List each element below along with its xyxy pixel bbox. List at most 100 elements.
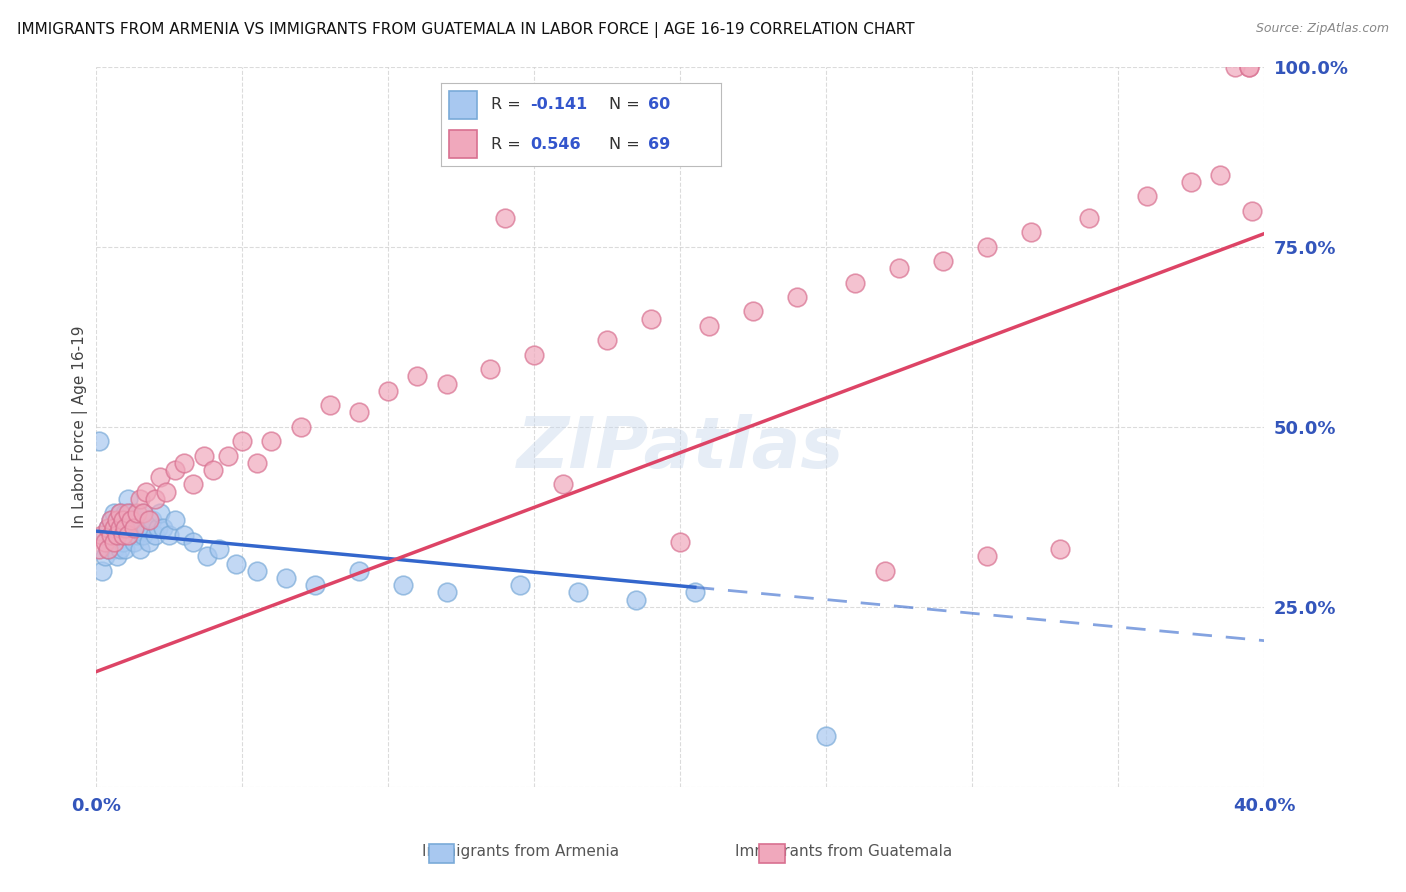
Point (105, 535, 128, 549)
Point (193, 449, 215, 463)
Point (141, 513, 163, 527)
Point (567, 585, 589, 599)
Point (155, 484, 177, 499)
Point (89, 542, 111, 557)
Text: Immigrants from Guatemala: Immigrants from Guatemala (735, 845, 952, 859)
Point (391, 578, 413, 592)
Point (114, 542, 136, 557)
Text: Source: ZipAtlas.com: Source: ZipAtlas.com (1256, 22, 1389, 36)
Point (246, 456, 269, 470)
Point (347, 564, 370, 578)
Point (138, 535, 160, 549)
Point (108, 506, 131, 520)
Point (260, 434, 283, 449)
Point (157, 528, 180, 542)
Point (103, 542, 125, 557)
Point (97, 542, 120, 557)
Point (1239, 60, 1261, 74)
Point (377, 384, 399, 398)
Point (122, 520, 145, 534)
Point (319, 398, 342, 412)
Point (89, 434, 111, 449)
Point (129, 542, 152, 557)
Point (127, 513, 149, 527)
Point (436, 585, 458, 599)
Point (436, 376, 458, 391)
Point (100, 513, 122, 527)
Point (114, 520, 136, 534)
Point (1223, 60, 1246, 74)
Point (347, 405, 370, 419)
Point (122, 520, 145, 534)
Point (108, 528, 131, 542)
Point (105, 528, 128, 542)
Point (699, 318, 721, 333)
Point (135, 520, 157, 534)
Point (149, 506, 172, 520)
Point (108, 520, 131, 534)
Point (120, 528, 142, 542)
Point (873, 564, 896, 578)
Text: ZIPatlas: ZIPatlas (516, 414, 844, 483)
Point (231, 434, 253, 449)
Point (100, 513, 122, 527)
Point (111, 513, 134, 527)
Point (173, 528, 195, 542)
Point (181, 477, 204, 491)
Point (202, 463, 225, 477)
Point (304, 578, 326, 592)
Point (91, 528, 114, 542)
Point (129, 491, 152, 506)
Point (165, 463, 187, 477)
Point (208, 542, 231, 557)
Point (103, 535, 125, 549)
Point (114, 506, 136, 520)
Point (91, 564, 114, 578)
Point (94, 535, 117, 549)
Point (195, 549, 218, 564)
Point (143, 491, 166, 506)
Point (129, 520, 152, 534)
Point (117, 491, 139, 506)
Point (932, 254, 955, 268)
Point (117, 506, 139, 520)
Point (103, 520, 125, 534)
Point (626, 592, 648, 607)
Point (105, 513, 128, 527)
Point (146, 520, 169, 534)
Point (138, 513, 160, 527)
Point (122, 535, 145, 549)
Point (290, 419, 312, 434)
Point (114, 528, 136, 542)
Point (523, 348, 546, 362)
Point (786, 290, 808, 304)
Point (683, 585, 706, 599)
Point (1077, 211, 1099, 225)
Point (596, 333, 619, 347)
Point (100, 528, 122, 542)
Point (103, 506, 125, 520)
Y-axis label: In Labor Force | Age 16-19: In Labor Force | Age 16-19 (72, 326, 89, 528)
Point (117, 528, 139, 542)
Point (132, 506, 155, 520)
Point (509, 578, 531, 592)
Point (1241, 203, 1264, 218)
Point (1209, 168, 1232, 182)
Point (94, 549, 117, 564)
Point (976, 549, 998, 564)
Point (640, 311, 662, 326)
Point (742, 304, 765, 318)
Point (111, 520, 134, 534)
Point (120, 506, 142, 520)
Point (105, 520, 128, 534)
Point (120, 513, 142, 527)
Point (108, 542, 131, 557)
Text: Immigrants from Armenia: Immigrants from Armenia (422, 845, 619, 859)
Point (127, 506, 149, 520)
Point (105, 549, 128, 564)
Point (246, 564, 269, 578)
Point (494, 211, 516, 225)
Point (1019, 225, 1042, 239)
Point (111, 528, 134, 542)
Point (1136, 189, 1159, 203)
